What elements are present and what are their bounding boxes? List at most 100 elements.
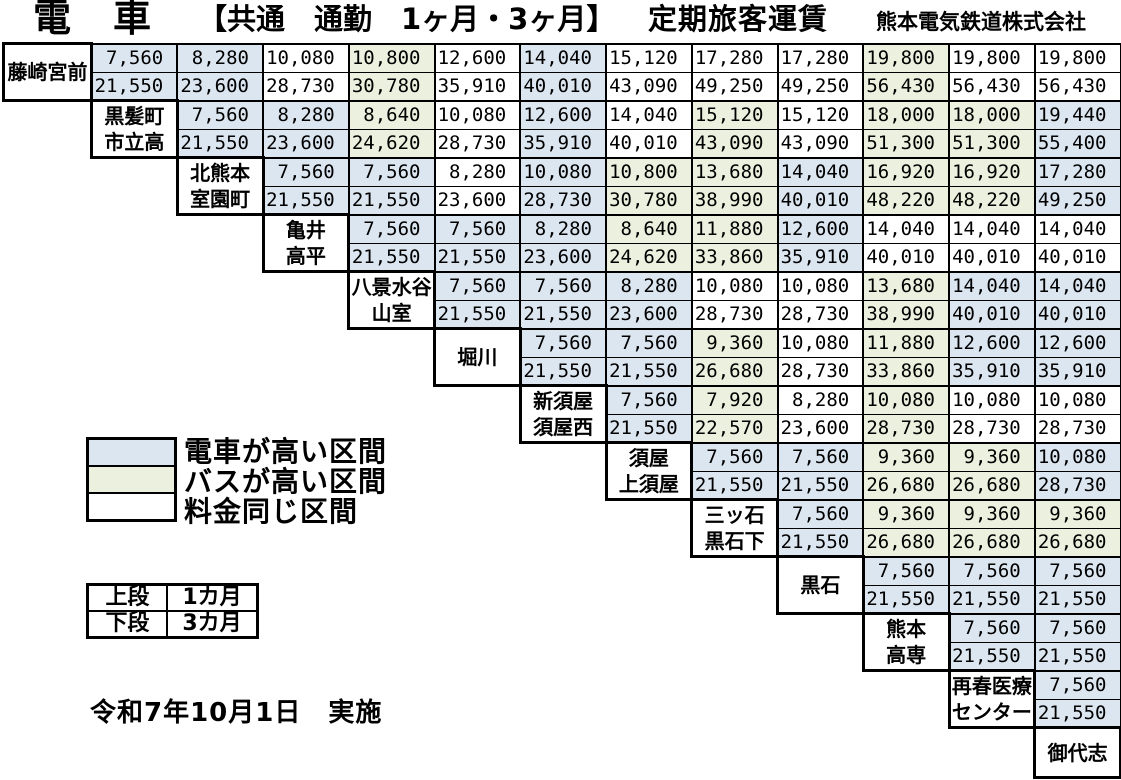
empty-region — [177, 357, 263, 386]
fare-cell: 21,550 — [1033, 698, 1121, 729]
empty-region — [435, 642, 521, 671]
fare-cell: 51,300 — [948, 128, 1036, 159]
empty-region — [4, 728, 92, 778]
fare-cell: 8,280 — [433, 156, 522, 187]
fare-cell: 7,560 — [862, 555, 950, 586]
empty-region — [4, 557, 92, 586]
empty-region — [263, 357, 349, 386]
empty-region — [435, 614, 521, 643]
empty-region — [263, 642, 349, 671]
fare-cell: 7,560 — [948, 555, 1036, 586]
fare-cell: 33,860 — [690, 242, 779, 273]
fare-cell: 21,550 — [90, 71, 179, 102]
fare-cell: 28,730 — [519, 185, 607, 216]
fare-cell: 21,550 — [176, 128, 264, 159]
fare-cell: 21,550 — [862, 584, 950, 615]
empty-region — [4, 129, 92, 158]
fare-cell: 24,620 — [347, 128, 436, 159]
empty-region — [520, 585, 606, 614]
note-upper-value: 1カ月 — [182, 586, 242, 610]
fare-cell: 10,080 — [433, 99, 522, 130]
empty-region — [92, 329, 178, 358]
fare-cell: 40,010 — [948, 299, 1036, 330]
fare-cell: 40,010 — [862, 242, 950, 273]
empty-region — [520, 671, 606, 700]
fare-cell: 16,920 — [948, 156, 1036, 187]
fare-cell: 7,920 — [690, 384, 779, 415]
fare-cell: 14,040 — [1033, 270, 1121, 301]
empty-region — [4, 671, 92, 700]
legend-label-same-fare: 料金同じ区間 — [184, 495, 359, 528]
fare-cell: 28,730 — [862, 413, 950, 444]
fare-cell: 7,560 — [1033, 669, 1121, 700]
empty-region — [606, 699, 692, 728]
empty-region — [606, 557, 692, 586]
effective-date: 令和7年10月1日 実施 — [90, 698, 383, 728]
empty-region — [520, 443, 606, 472]
fare-cell: 43,090 — [690, 128, 779, 159]
fare-cell: 24,620 — [605, 242, 693, 273]
empty-region — [263, 300, 349, 329]
fare-cell: 15,120 — [605, 42, 693, 73]
empty-region — [349, 614, 435, 643]
empty-region — [4, 614, 92, 643]
fare-cell: 7,560 — [176, 99, 264, 130]
fare-cell: 23,600 — [519, 242, 607, 273]
fare-cell: 49,250 — [1033, 185, 1121, 216]
fare-cell: 12,600 — [1033, 327, 1121, 358]
empty-region — [778, 728, 864, 778]
station-cell: 黒石 — [776, 555, 865, 615]
empty-region — [435, 585, 521, 614]
fare-cell: 9,360 — [862, 498, 950, 529]
fare-cell: 21,550 — [776, 527, 865, 558]
empty-region — [349, 642, 435, 671]
title-train: 電 車 — [33, 0, 154, 40]
empty-region — [692, 614, 778, 643]
note-row-upper: 上段 1カ月 — [89, 586, 256, 610]
fare-cell: 10,080 — [1033, 441, 1121, 472]
empty-region — [863, 671, 949, 700]
empty-region — [4, 101, 92, 130]
fare-cell: 21,550 — [948, 584, 1036, 615]
fare-cell: 21,550 — [433, 299, 522, 330]
fare-cell: 7,560 — [776, 498, 865, 529]
fare-cell: 7,560 — [519, 327, 607, 358]
fare-cell: 19,800 — [948, 42, 1036, 73]
station-cell: 亀井 高平 — [261, 213, 351, 273]
fare-cell: 7,560 — [776, 441, 865, 472]
fare-cell: 21,550 — [605, 356, 693, 387]
fare-cell: 14,040 — [1033, 213, 1121, 244]
fare-cell: 40,010 — [776, 185, 865, 216]
empty-region — [263, 329, 349, 358]
station-cell: 北熊本 室園町 — [175, 156, 265, 216]
fare-cell: 10,080 — [948, 384, 1036, 415]
empty-region — [4, 186, 92, 215]
empty-region — [520, 642, 606, 671]
fare-cell: 7,560 — [90, 42, 179, 73]
empty-region — [349, 329, 435, 358]
title-fare-heading: 定期旅客運賃 — [648, 2, 829, 36]
fare-cell: 10,080 — [690, 270, 779, 301]
fare-cell: 26,680 — [690, 356, 779, 387]
note-lower-value: 3カ月 — [182, 612, 242, 636]
empty-region — [263, 272, 349, 301]
empty-region — [177, 300, 263, 329]
fare-cell: 21,550 — [433, 242, 522, 273]
fare-cell: 21,550 — [262, 185, 350, 216]
station-cell: 黒髪町 市立高 — [90, 99, 179, 159]
empty-region — [778, 642, 864, 671]
fare-cell: 23,600 — [776, 413, 865, 444]
fare-cell: 8,280 — [519, 213, 607, 244]
empty-region — [692, 671, 778, 700]
empty-region — [435, 528, 521, 557]
empty-region — [4, 642, 92, 671]
note-lower-label: 下段 — [89, 612, 168, 636]
empty-region — [263, 585, 349, 614]
fare-cell: 28,730 — [776, 356, 865, 387]
page-title: 電 車 【共通 通勤 1ヶ月・3ヶ月】 定期旅客運賃 熊本電気鉄道株式会社 — [0, 0, 1121, 42]
fare-cell: 18,000 — [948, 99, 1036, 130]
station-cell: 八景水谷 山室 — [347, 270, 436, 330]
fare-cell: 13,680 — [862, 270, 950, 301]
fare-cell: 14,040 — [862, 213, 950, 244]
empty-region — [177, 329, 263, 358]
